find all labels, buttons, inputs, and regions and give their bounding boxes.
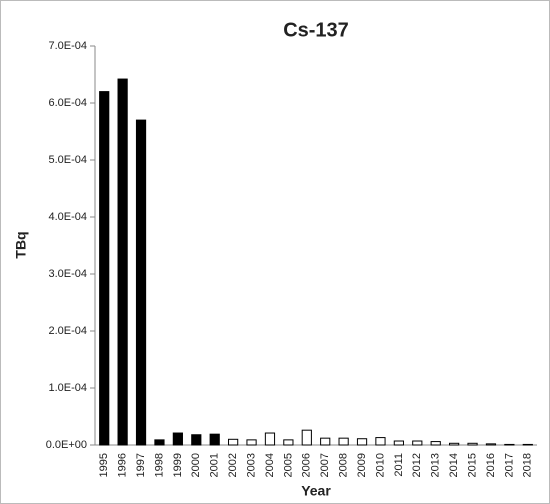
bar	[209, 433, 220, 446]
bar	[135, 119, 147, 446]
x-tick-label: 2010	[374, 453, 386, 477]
x-tick-label: 2001	[209, 453, 221, 477]
bar	[375, 437, 386, 446]
x-tick-label: 2000	[190, 453, 202, 477]
bar	[467, 442, 478, 446]
bar	[412, 440, 423, 446]
x-tick-label: 2013	[430, 453, 442, 477]
chart-title: Cs-137	[283, 19, 349, 41]
x-tick-label: 2007	[319, 453, 331, 477]
y-tick-label: 6.0E-04	[48, 97, 87, 109]
x-tick-label: 2017	[503, 453, 515, 477]
bar	[301, 429, 312, 446]
bar	[246, 439, 257, 446]
bar	[172, 432, 183, 446]
bar	[430, 441, 441, 446]
bar	[393, 440, 404, 446]
x-tick-label: 1998	[153, 453, 165, 477]
bar	[320, 437, 331, 446]
x-tick-label: 2005	[282, 453, 294, 477]
x-tick-label: 2015	[466, 453, 478, 477]
x-tick-label: 2012	[411, 453, 423, 477]
x-tick-label: 2018	[522, 453, 534, 477]
bar	[485, 443, 497, 446]
y-tick-label: 0.0E+00	[46, 439, 87, 451]
bar	[117, 78, 128, 446]
x-tick-label: 1995	[98, 453, 110, 477]
x-tick-label: 2016	[485, 453, 497, 477]
y-tick-label: 5.0E-04	[48, 154, 87, 166]
x-tick-label: 2008	[338, 453, 350, 477]
x-tick-label: 1997	[135, 453, 147, 477]
x-tick-label: 1996	[117, 453, 129, 477]
y-axis-title: TBq	[13, 231, 29, 258]
bar	[191, 434, 202, 446]
bar	[283, 439, 294, 446]
y-tick-label: 4.0E-04	[48, 211, 87, 223]
x-tick-label: 2009	[356, 453, 368, 477]
y-tick-label: 1.0E-04	[48, 382, 87, 394]
x-tick-label: 1999	[172, 453, 184, 477]
bar	[99, 91, 110, 446]
bar	[522, 443, 533, 446]
x-axis-title: Year	[301, 483, 331, 499]
bar	[228, 438, 239, 446]
bar	[356, 438, 368, 446]
x-tick-label: 2011	[393, 453, 405, 477]
x-tick-label: 2004	[264, 453, 276, 477]
y-tick-label: 7.0E-04	[48, 40, 87, 52]
x-tick-label: 2002	[227, 453, 239, 477]
x-tick-label: 2003	[245, 453, 257, 477]
bar	[449, 442, 460, 446]
bar	[504, 443, 515, 446]
x-tick-label: 2014	[448, 453, 460, 477]
bar	[338, 437, 349, 446]
y-tick-label: 3.0E-04	[48, 268, 87, 280]
bar	[154, 439, 165, 446]
bar	[264, 432, 276, 446]
y-tick-label: 2.0E-04	[48, 325, 87, 337]
x-tick-label: 2006	[301, 453, 313, 477]
